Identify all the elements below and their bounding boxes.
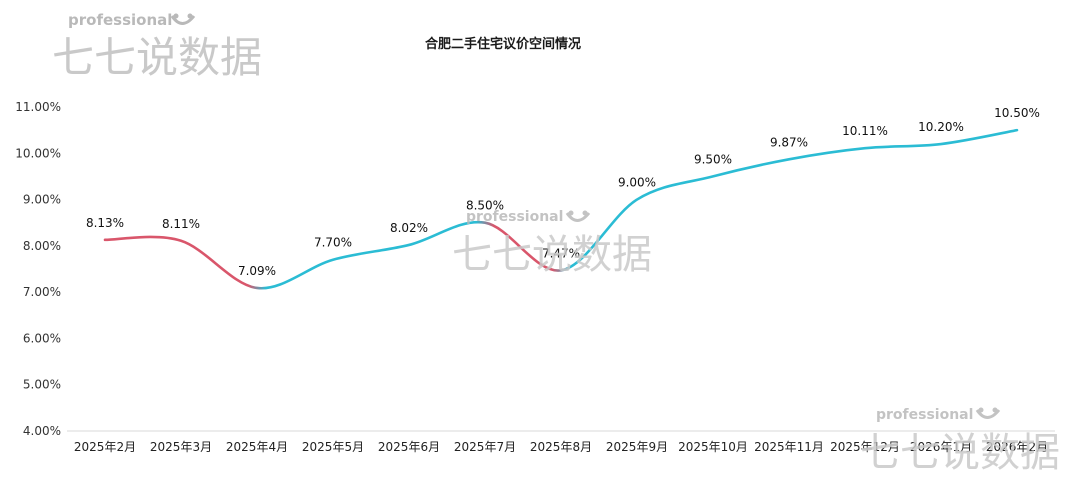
watermark-logo-bottom-right: professional 七七说数据 — [860, 407, 1060, 476]
x-tick-label: 2025年7月 — [454, 440, 516, 454]
data-label: 10.50% — [994, 106, 1040, 120]
data-label: 7.47% — [542, 246, 580, 260]
data-label: 10.11% — [842, 124, 888, 138]
x-tick-label: 2026年1月 — [910, 440, 972, 454]
y-tick-label: 6.00% — [23, 331, 61, 345]
data-label: 10.20% — [918, 120, 964, 134]
data-label: 9.87% — [770, 135, 808, 149]
x-tick-label: 2025年3月 — [150, 440, 212, 454]
x-tick-label: 2025年8月 — [530, 440, 592, 454]
x-tick-label: 2025年5月 — [302, 440, 364, 454]
x-tick-label: 2025年12月 — [830, 440, 900, 454]
watermark-professional-text: professional — [466, 209, 563, 225]
smile-icon — [565, 210, 591, 222]
y-tick-label: 10.00% — [15, 146, 61, 160]
data-label: 8.11% — [162, 217, 200, 231]
data-label: 7.70% — [314, 236, 352, 250]
data-labels: 8.13% 8.11% 7.09% 7.70% 8.02% 8.50% 7.47% 9.00%… — [86, 106, 1040, 278]
x-axis: 2025年2月 2025年3月 2025年4月 2025年5月 2025年6月 2025年… — [74, 440, 1048, 454]
series-line — [103, 128, 1019, 290]
data-label: 9.00% — [618, 176, 656, 190]
y-tick-label: 11.00% — [15, 100, 61, 114]
watermark-brand-text: 七七说数据 — [52, 33, 262, 82]
data-label: 9.50% — [694, 152, 732, 166]
smile-icon — [975, 407, 1001, 419]
x-tick-label: 2025年10月 — [678, 440, 748, 454]
data-label: 8.02% — [390, 221, 428, 235]
x-tick-label: 2025年9月 — [606, 440, 668, 454]
y-tick-label: 8.00% — [23, 239, 61, 253]
data-label: 7.09% — [238, 264, 276, 278]
watermark-logo-middle: professional 七七说数据 — [452, 209, 652, 278]
watermark-logo-top-left: professional 七七说数据 — [52, 11, 262, 82]
y-tick-label: 9.00% — [23, 193, 61, 207]
smile-icon — [170, 13, 196, 25]
watermark-brand-text: 七七说数据 — [452, 232, 652, 278]
x-tick-label: 2025年6月 — [378, 440, 440, 454]
y-axis: 4.00% 5.00% 6.00% 7.00% 8.00% 9.00% 10.00% 11.0… — [15, 100, 61, 438]
watermark-professional-text: professional — [68, 11, 172, 29]
x-tick-label: 2025年11月 — [754, 440, 824, 454]
watermark-brand-text: 七七说数据 — [860, 430, 1060, 476]
data-label: 8.50% — [466, 199, 504, 213]
y-tick-label: 4.00% — [23, 424, 61, 438]
chart-title: 合肥二手住宅议价空间情况 — [425, 36, 581, 52]
y-tick-label: 5.00% — [23, 378, 61, 392]
x-tick-label: 2025年4月 — [226, 440, 288, 454]
x-tick-label: 2026年2月 — [986, 440, 1048, 454]
data-label: 8.13% — [86, 216, 124, 230]
y-tick-label: 7.00% — [23, 285, 61, 299]
x-tick-label: 2025年2月 — [74, 440, 136, 454]
watermark-professional-text: professional — [876, 407, 973, 423]
